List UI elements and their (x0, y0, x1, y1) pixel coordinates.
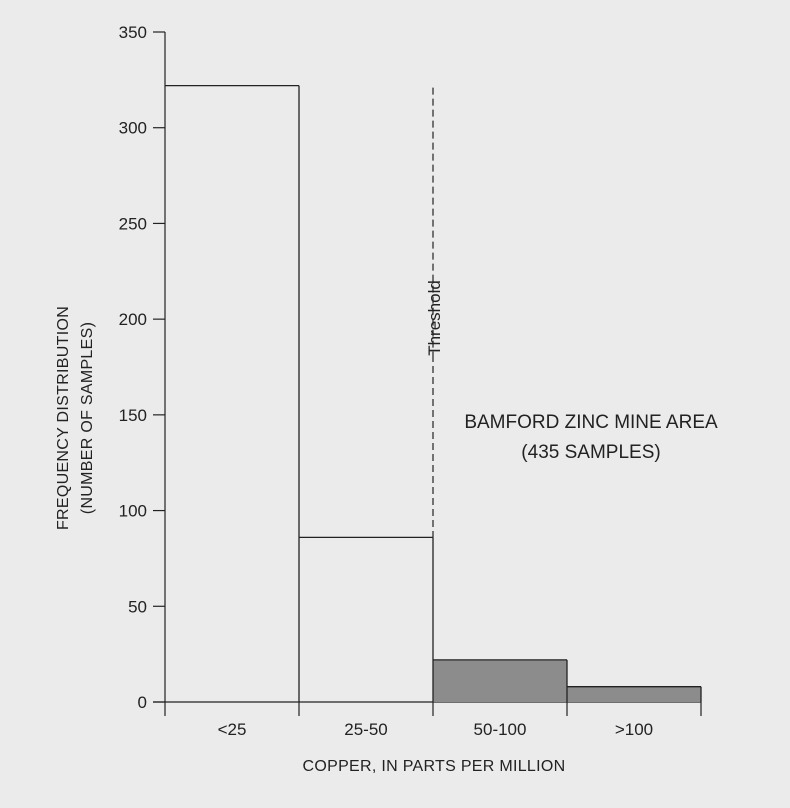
bar (567, 686, 701, 702)
x-tick-label: 50-100 (474, 720, 527, 739)
x-tick-label: 25-50 (344, 720, 387, 739)
y-axis-title-line1: FREQUENCY DISTRIBUTION (55, 306, 72, 530)
y-tick-label: 200 (119, 310, 147, 329)
bar (433, 659, 567, 702)
annotation-line1: BAMFORD ZINC MINE AREA (464, 412, 718, 433)
y-tick-label: 0 (138, 693, 147, 712)
y-tick-label: 100 (119, 502, 147, 521)
x-tick-label: >100 (615, 720, 653, 739)
y-tick-label: 300 (119, 119, 147, 138)
y-axis-title-line2: (NUMBER OF SAMPLES) (79, 322, 96, 514)
bar (165, 86, 299, 702)
y-tick-label: 150 (119, 406, 147, 425)
x-tick-label: <25 (218, 720, 247, 739)
annotation-line2: (435 SAMPLES) (521, 442, 660, 463)
y-tick-label: 250 (119, 214, 147, 233)
x-axis-title: COPPER, IN PARTS PER MILLION (303, 758, 566, 775)
threshold-label: Threshold (425, 280, 444, 356)
y-tick-label: 50 (128, 597, 147, 616)
bar (299, 537, 433, 702)
y-tick-label: 350 (119, 23, 147, 42)
